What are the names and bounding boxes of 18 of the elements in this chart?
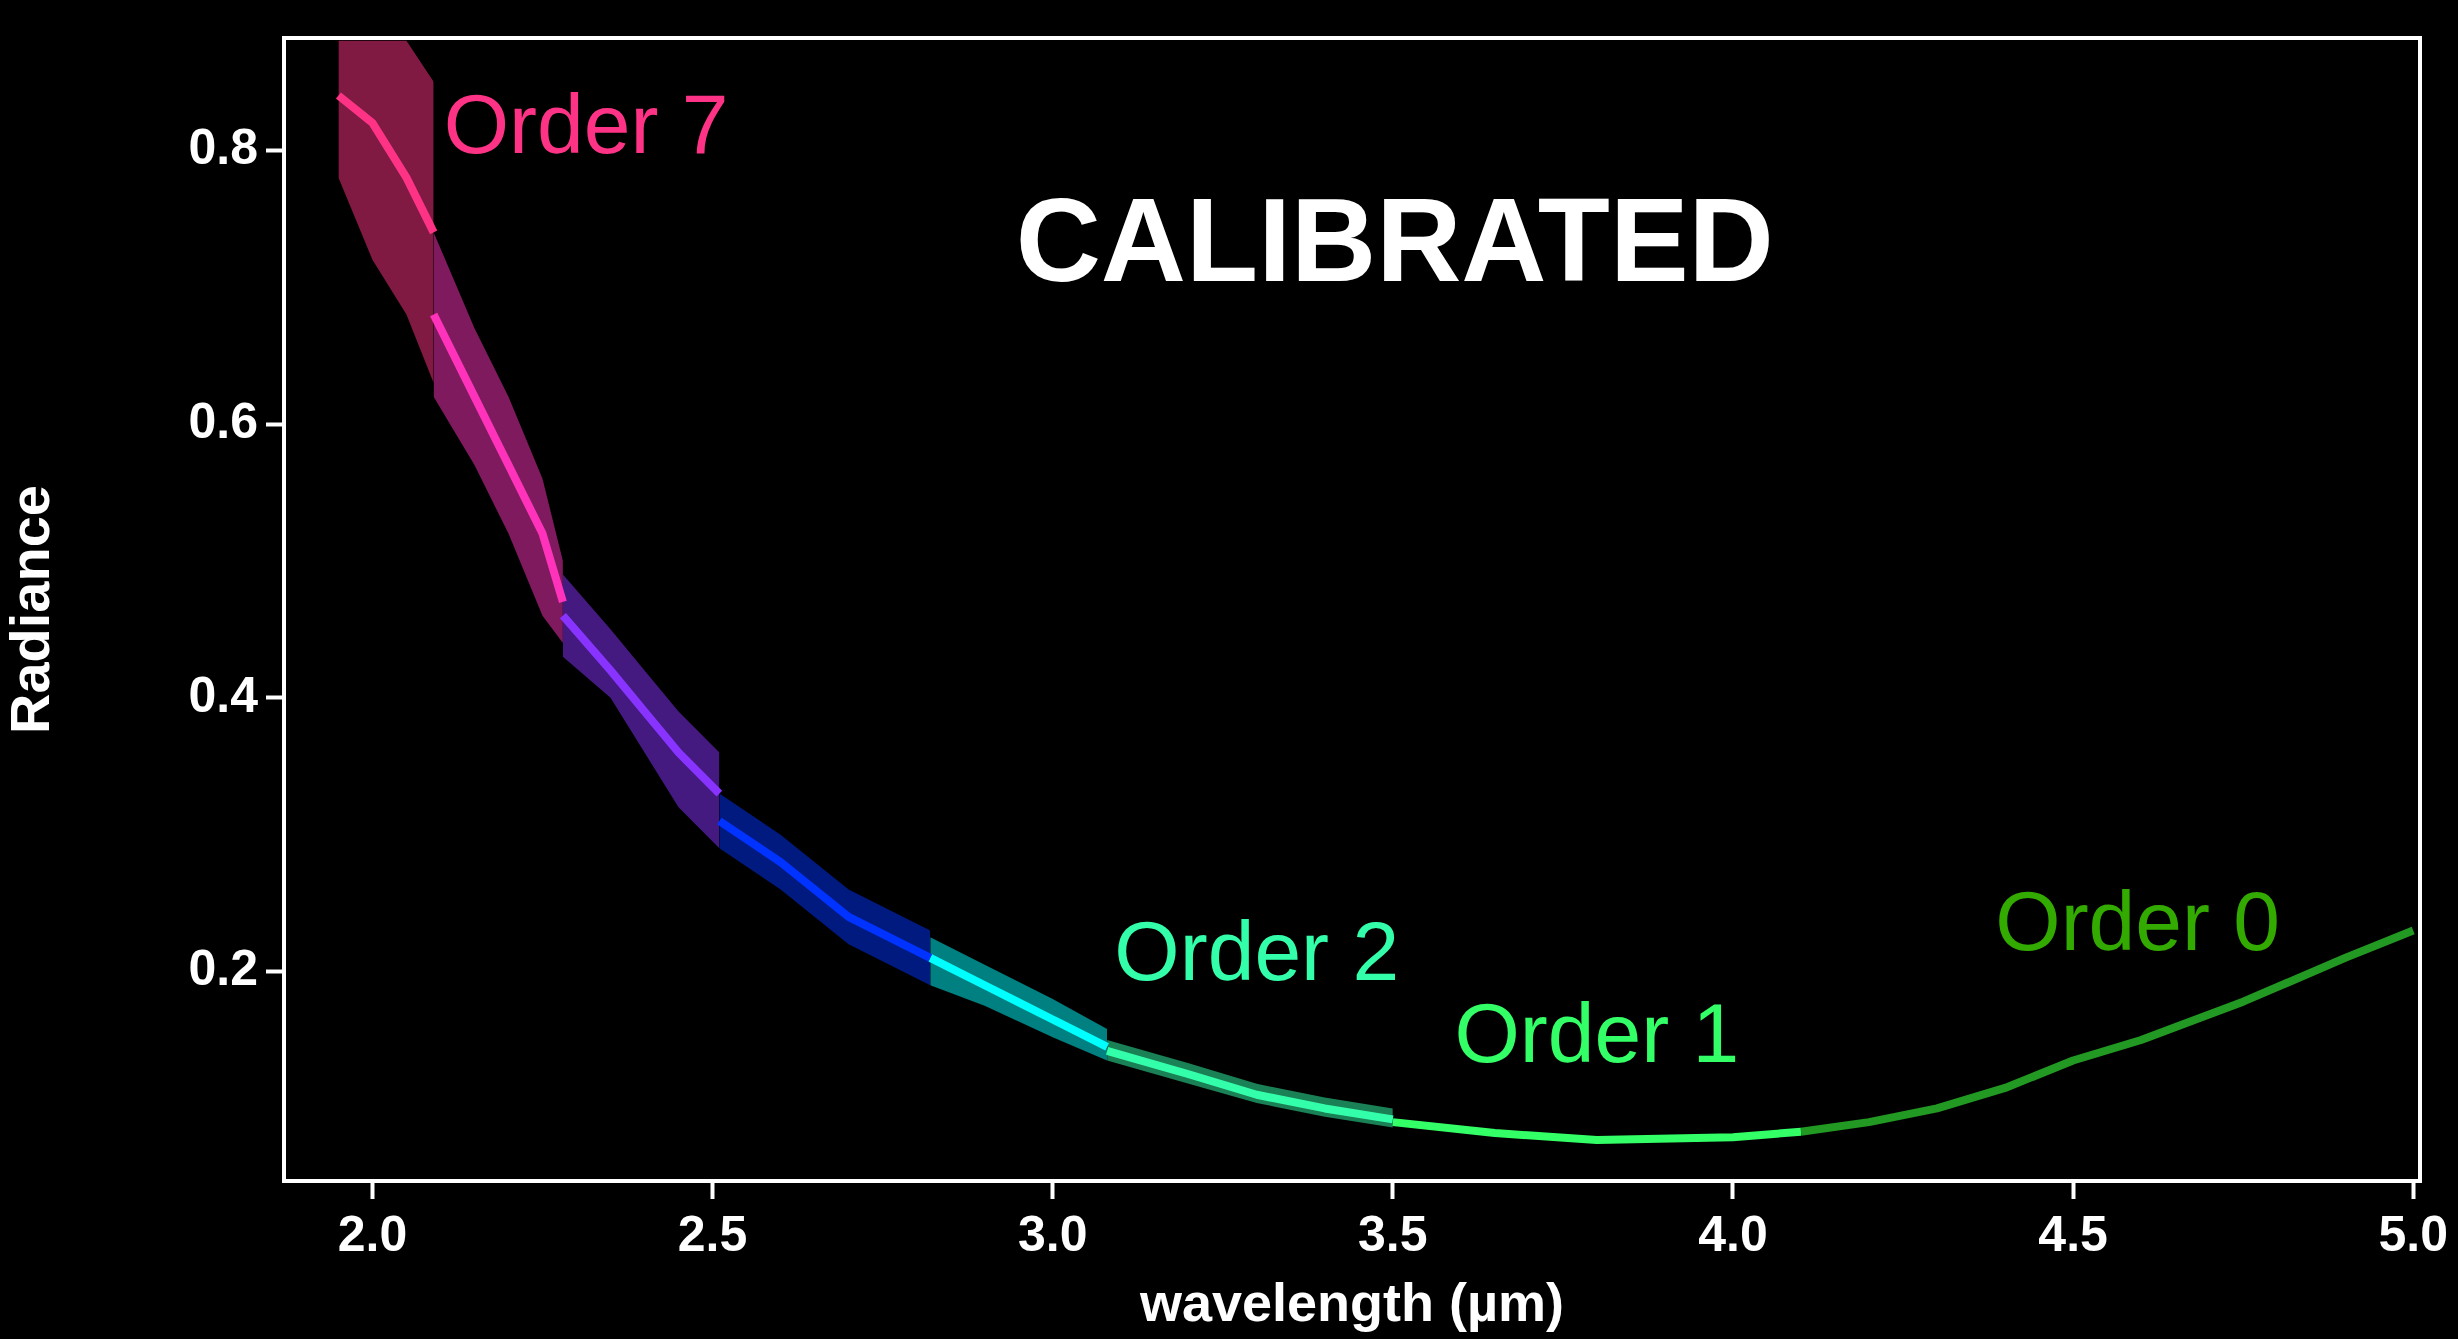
y-tick-label: 0.2 [188,940,258,997]
series-label: Order 2 [1114,904,1400,999]
y-tick-label: 0.6 [188,392,258,449]
x-axis-title: wavelength (µm) [1138,1272,1565,1333]
x-tick-label: 3.0 [1017,1205,1088,1262]
y-axis-title: Radiance [0,485,62,734]
series-label: Order 1 [1454,986,1740,1081]
x-tick-label: 2.0 [337,1205,408,1262]
x-tick-label: 4.0 [1698,1205,1768,1262]
y-tick-label: 0.8 [188,119,258,176]
text: CALIBRATED [1015,173,1774,306]
x-tick-label: 4.5 [2038,1205,2108,1262]
x-tick-label: 5.0 [2378,1205,2448,1262]
x-tick-label: 3.5 [1358,1205,1428,1262]
y-tick-label: 0.4 [188,666,259,723]
series-label: Order 0 [1995,874,2281,969]
series-label: Order 7 [443,77,729,171]
x-tick-label: 2.5 [677,1205,748,1262]
